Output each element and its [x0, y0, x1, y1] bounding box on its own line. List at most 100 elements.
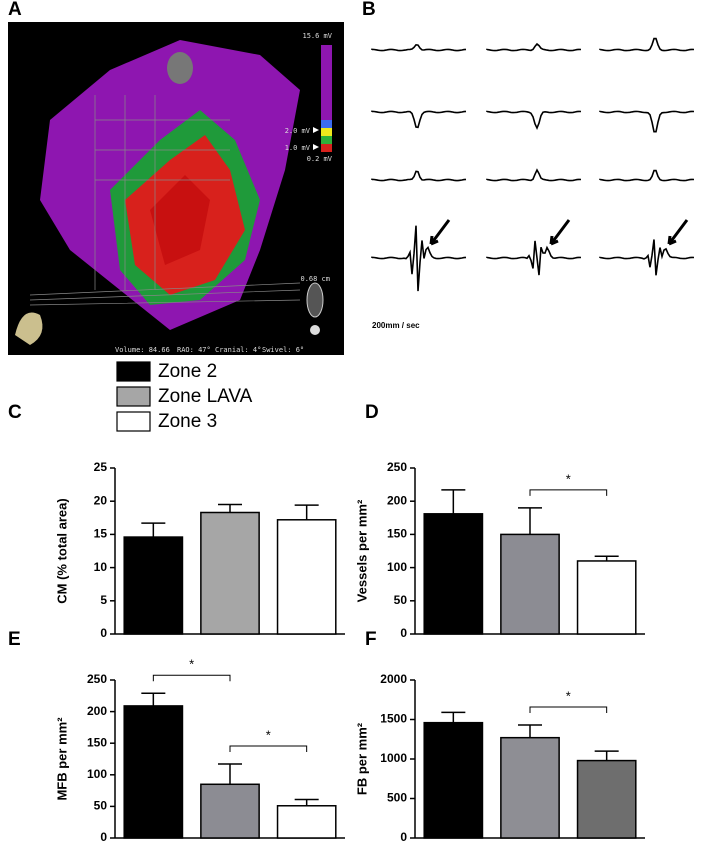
y-tick-label: 200 — [87, 704, 107, 718]
bar — [200, 783, 260, 839]
trace — [371, 170, 467, 182]
y-axis-label: Vessels per mm² — [354, 499, 369, 602]
traces — [371, 37, 695, 292]
error-bar — [294, 798, 319, 806]
significance-bracket — [529, 706, 608, 714]
error-bar — [294, 504, 319, 520]
arrow — [429, 219, 451, 246]
y-tick-label: 0 — [400, 830, 407, 844]
y-axis-label: CM (% total area) — [54, 498, 69, 603]
y-tick-label: 25 — [94, 460, 108, 474]
error-bar — [218, 763, 242, 785]
bar — [500, 736, 560, 839]
swivel: Swivel: 6° — [262, 346, 304, 354]
trace — [599, 239, 695, 276]
trace — [599, 110, 695, 133]
significance-bracket — [229, 745, 308, 753]
y-tick-label: 50 — [394, 593, 408, 607]
error-bar — [594, 750, 619, 761]
trace — [371, 43, 467, 52]
bar — [200, 511, 260, 635]
bar — [423, 721, 484, 839]
y-axis-label: MFB per mm² — [54, 717, 69, 801]
trace — [486, 110, 582, 130]
error-bar — [518, 724, 542, 738]
y-tick-label: 0 — [400, 626, 407, 640]
error-bar — [218, 503, 242, 513]
legend-label: Zone 3 — [158, 411, 217, 432]
scale-min: 0.2 mV — [307, 155, 333, 163]
cranial: Cranial: 4° — [215, 346, 261, 354]
arrow — [667, 219, 689, 246]
error-bar — [441, 489, 466, 514]
legend: Zone 2 Zone LAVA Zone 3 — [116, 361, 253, 432]
significance-bracket — [152, 674, 231, 682]
bar — [123, 705, 184, 839]
trace — [486, 168, 582, 182]
scale-low: 1.0 mV — [285, 144, 311, 152]
y-tick-label: 150 — [87, 735, 107, 749]
rao: RAO: 47° — [177, 346, 211, 354]
legend-swatch — [116, 361, 151, 382]
y-tick-label: 250 — [87, 672, 107, 686]
y-tick-label: 2000 — [380, 672, 407, 686]
y-tick-label: 150 — [387, 527, 407, 541]
y-tick-label: 200 — [387, 493, 407, 507]
panel-label: A — [8, 0, 22, 20]
bar — [500, 533, 560, 635]
trace — [486, 240, 582, 276]
bar — [576, 759, 637, 839]
significance-bracket — [529, 489, 608, 496]
y-tick-label: 100 — [87, 767, 107, 781]
map-image — [8, 22, 344, 355]
y-tick-label: 1000 — [380, 751, 407, 765]
error-bar — [141, 692, 166, 706]
panel-label: B — [362, 0, 376, 20]
significance-label: * — [189, 657, 194, 672]
y-tick-label: 15 — [94, 527, 108, 541]
distance: 0.68 cm — [300, 275, 330, 283]
volume: Volume: 84.66 — [115, 346, 170, 354]
panel-label: F — [365, 629, 377, 650]
y-tick-label: 20 — [94, 493, 108, 507]
y-tick-label: 500 — [387, 791, 407, 805]
scale-high: 2.0 mV — [285, 127, 311, 135]
significance-label: * — [566, 471, 571, 486]
trace — [599, 37, 695, 52]
y-tick-label: 50 — [94, 799, 108, 813]
panel-label: D — [365, 402, 379, 423]
legend-swatch — [116, 386, 151, 407]
sweep-speed: 200mm / sec — [372, 321, 420, 330]
trace — [599, 169, 695, 182]
significance-label: * — [566, 688, 571, 703]
y-tick-label: 250 — [387, 460, 407, 474]
bar — [576, 560, 637, 635]
y-tick-label: 10 — [94, 560, 108, 574]
error-bar — [141, 522, 166, 538]
y-tick-label: 1500 — [380, 712, 407, 726]
legend-swatch — [116, 411, 151, 432]
bar — [423, 513, 484, 635]
bar — [276, 805, 337, 839]
bar — [276, 519, 337, 635]
trace — [486, 42, 582, 52]
arrow — [549, 219, 571, 246]
y-axis-label: FB per mm² — [354, 722, 369, 795]
significance-label: * — [266, 727, 271, 742]
y-tick-label: 0 — [100, 830, 107, 844]
y-tick-label: 5 — [100, 593, 107, 607]
y-tick-label: 100 — [387, 560, 407, 574]
panel-label: C — [8, 402, 22, 423]
panel-label: E — [8, 629, 21, 650]
trace — [371, 110, 467, 129]
legend-label: Zone 2 — [158, 361, 217, 382]
error-bar — [594, 555, 619, 561]
error-bar — [441, 711, 466, 723]
y-tick-label: 0 — [100, 626, 107, 640]
error-bar — [518, 507, 542, 535]
bar — [123, 536, 184, 635]
scale-max: 15.6 mV — [302, 32, 332, 40]
trace — [371, 225, 467, 292]
legend-label: Zone LAVA — [158, 386, 253, 407]
